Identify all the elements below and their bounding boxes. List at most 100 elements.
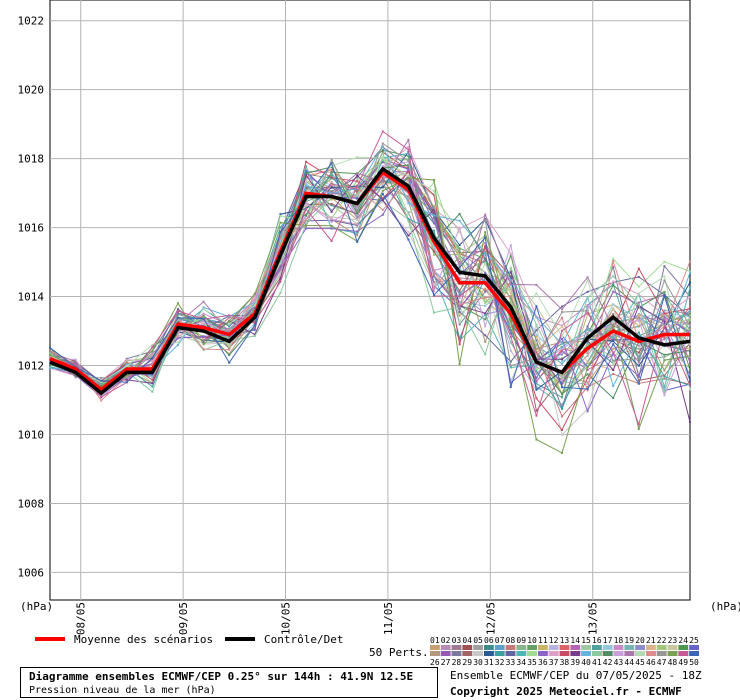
member-point (381, 174, 384, 177)
legend-control-label: Contrôle/Det (264, 633, 343, 646)
pert-number: 30 (473, 658, 483, 667)
member-point (177, 331, 179, 334)
pert-swatch (689, 651, 699, 656)
member-point (202, 319, 205, 322)
member-point (561, 380, 563, 383)
member-point (177, 310, 179, 312)
member-point (381, 161, 384, 164)
member-point (458, 273, 461, 276)
member-point (458, 311, 461, 313)
x-tick-label: 09/05 (177, 602, 190, 635)
member-point (561, 345, 563, 348)
member-point (330, 221, 333, 223)
member-point (433, 212, 435, 215)
x-tick-label: 08/05 (75, 602, 88, 635)
member-point (202, 300, 205, 303)
member-point (433, 287, 435, 289)
member-point (151, 345, 154, 348)
member-point (433, 282, 435, 285)
pert-number: 35 (527, 658, 537, 667)
member-point (407, 182, 410, 185)
member-point (253, 306, 256, 309)
member-point (484, 305, 487, 307)
pert-number: 26 (430, 658, 440, 667)
pert-swatch (451, 645, 462, 650)
member-point (381, 200, 384, 203)
member-point (433, 311, 435, 314)
member-point (381, 152, 384, 155)
member-point (330, 176, 333, 179)
pert-swatch (516, 651, 527, 656)
chart-title: Diagramme ensembles ECMWF/CEP 0.25° sur … (29, 670, 414, 683)
member-point (228, 335, 231, 338)
member-point (330, 173, 333, 176)
member-point (253, 300, 256, 303)
member-point (484, 302, 487, 305)
pert-number: 38 (560, 658, 570, 667)
pert-number: 34 (516, 658, 526, 667)
member-point (151, 363, 154, 366)
member-point (484, 251, 487, 254)
member-point (381, 186, 384, 189)
member-point (151, 355, 154, 358)
member-point (484, 259, 487, 262)
member-point (689, 323, 691, 326)
member-point (253, 298, 256, 301)
member-point (509, 341, 512, 344)
member-point (663, 359, 666, 362)
pert-swatch (678, 645, 689, 650)
member-point (561, 376, 563, 379)
member-point (689, 347, 691, 350)
pert-number: 21 (646, 636, 656, 645)
member-point (637, 364, 640, 367)
member-point (125, 381, 128, 384)
member-point (689, 310, 691, 313)
member-point (535, 382, 538, 385)
member-point (586, 333, 589, 336)
member-point (484, 252, 487, 255)
member-point (586, 296, 589, 299)
member-point (74, 376, 77, 379)
pert-swatch (570, 651, 581, 656)
member-point (356, 232, 359, 235)
member-point (663, 369, 666, 372)
member-point (279, 214, 282, 217)
member-point (433, 205, 435, 208)
member-point (177, 308, 179, 311)
member-point (433, 193, 435, 196)
member-point (330, 168, 333, 171)
pert-swatch (646, 651, 656, 656)
pert-swatch (484, 645, 494, 650)
member-point (433, 179, 435, 181)
member-point (253, 302, 256, 305)
member-point (151, 358, 154, 361)
member-point (586, 339, 589, 342)
member-point (458, 261, 461, 264)
member-point (253, 335, 256, 337)
member-point (356, 215, 359, 218)
member-point (535, 349, 538, 352)
member-point (151, 356, 154, 359)
member-point (484, 313, 487, 316)
member-point (535, 385, 538, 388)
member-point (663, 317, 666, 320)
member-point (433, 253, 435, 256)
member-point (253, 324, 256, 327)
member-point (663, 356, 666, 359)
member-point (612, 351, 615, 354)
member-point (586, 368, 589, 371)
member-point (612, 303, 615, 306)
pert-swatch (473, 645, 483, 650)
pert-swatch (494, 645, 505, 650)
member-point (356, 193, 359, 196)
member-point (177, 334, 179, 336)
member-point (561, 308, 563, 311)
y-tick-label: 1022 (18, 15, 45, 28)
member-point (484, 218, 487, 221)
member-point (586, 383, 589, 386)
member-point (407, 199, 410, 202)
member-point (433, 189, 435, 192)
member-point (330, 210, 333, 213)
member-point (49, 353, 51, 356)
member-point (663, 320, 666, 323)
